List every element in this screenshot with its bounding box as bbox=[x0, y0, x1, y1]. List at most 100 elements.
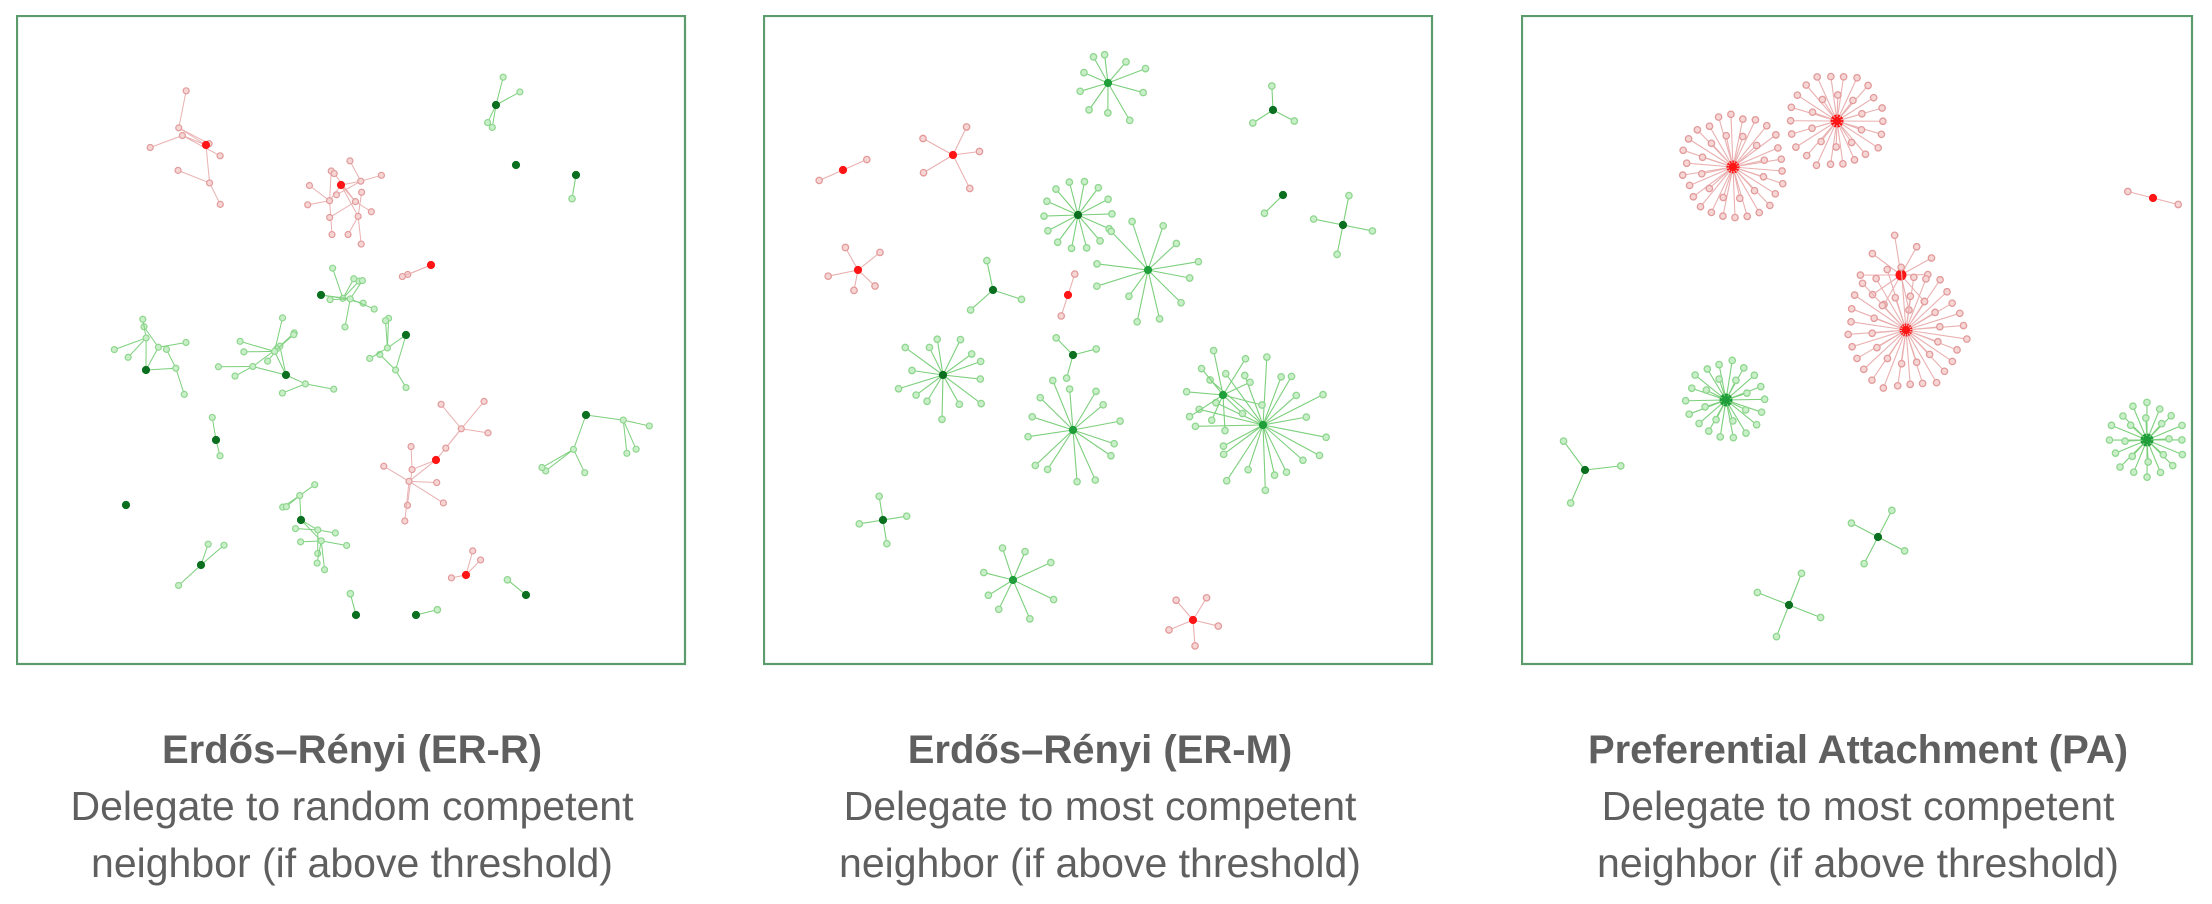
edge bbox=[1147, 225, 1164, 271]
leaf-node bbox=[2159, 450, 2168, 459]
edge bbox=[342, 280, 360, 299]
leaf-node bbox=[1817, 137, 1825, 146]
leaf-node bbox=[2111, 449, 2120, 457]
leaf-node bbox=[1214, 622, 1223, 630]
network-er-r bbox=[16, 15, 687, 666]
leaf-node bbox=[1877, 130, 1886, 139]
edge bbox=[1757, 591, 1790, 606]
leaf-node bbox=[938, 415, 946, 424]
edge bbox=[1070, 214, 1079, 249]
leaf-node bbox=[1696, 202, 1705, 211]
edge bbox=[1262, 424, 1327, 438]
edge bbox=[1881, 305, 1907, 331]
leaf-node bbox=[871, 282, 879, 290]
leaf-node bbox=[1240, 371, 1249, 380]
edge bbox=[952, 150, 980, 156]
hub-node bbox=[1063, 290, 1073, 300]
leaf-node bbox=[1040, 212, 1048, 220]
leaf-node bbox=[1839, 72, 1848, 81]
edge bbox=[922, 138, 954, 156]
edge bbox=[252, 366, 287, 376]
edge bbox=[1262, 424, 1266, 491]
leaf-node bbox=[1025, 615, 1034, 623]
edge bbox=[295, 528, 318, 531]
edge bbox=[274, 317, 284, 352]
leaf-node bbox=[301, 380, 310, 388]
leaf-node bbox=[282, 503, 290, 511]
leaf-node bbox=[1697, 169, 1706, 178]
leaf-node bbox=[569, 445, 578, 454]
leaf-node bbox=[401, 517, 409, 525]
node-cluster bbox=[1678, 110, 1787, 222]
edge bbox=[988, 579, 1014, 596]
node-cluster bbox=[346, 589, 361, 620]
leaf-node bbox=[1742, 429, 1750, 437]
leaf-node bbox=[1315, 451, 1324, 460]
hub-node bbox=[988, 285, 998, 295]
leaf-node bbox=[1687, 384, 1696, 393]
edge bbox=[1905, 301, 1926, 331]
edge bbox=[340, 184, 359, 217]
hub-node bbox=[1832, 116, 1842, 126]
leaf-node bbox=[325, 197, 334, 205]
hub-node bbox=[1873, 532, 1883, 542]
leaf-node bbox=[1888, 506, 1896, 515]
hub-node bbox=[201, 140, 211, 150]
leaf-node bbox=[1172, 596, 1180, 605]
leaf-node bbox=[366, 354, 374, 363]
leaf-node bbox=[1918, 379, 1927, 388]
edge bbox=[350, 298, 375, 310]
leaf-node bbox=[1368, 227, 1377, 235]
edge bbox=[2127, 190, 2154, 199]
leaf-node bbox=[1766, 201, 1774, 210]
leaf-node bbox=[1732, 376, 1740, 385]
caption-pa: Preferential Attachment (PA) Delegate to… bbox=[1506, 722, 2210, 892]
edge bbox=[1901, 329, 1907, 364]
node-cluster bbox=[1024, 376, 1124, 486]
leaf-node bbox=[1219, 442, 1228, 450]
leaf-node bbox=[1808, 108, 1817, 117]
leaf-node bbox=[1566, 499, 1575, 507]
edge bbox=[857, 252, 881, 271]
leaf-node bbox=[1832, 143, 1841, 151]
leaf-node bbox=[1774, 144, 1782, 152]
leaf-node bbox=[901, 343, 910, 352]
hub-node bbox=[336, 180, 346, 190]
leaf-node bbox=[1702, 386, 1711, 394]
hub-node bbox=[1218, 390, 1228, 400]
leaf-node bbox=[1879, 384, 1888, 392]
edge bbox=[1722, 166, 1734, 198]
leaf-node bbox=[1859, 365, 1868, 374]
leaf-node bbox=[1062, 374, 1071, 382]
leaf-node bbox=[331, 529, 339, 537]
edge bbox=[1092, 56, 1109, 84]
leaf-node bbox=[403, 501, 412, 509]
leaf-node bbox=[1036, 393, 1045, 402]
hub-node bbox=[121, 500, 131, 510]
leaf-node bbox=[1906, 292, 1915, 301]
edge bbox=[1072, 429, 1115, 445]
leaf-node bbox=[1719, 193, 1728, 202]
edge bbox=[1104, 54, 1109, 84]
leaf-node bbox=[1948, 357, 1957, 366]
leaf-node bbox=[1752, 420, 1761, 429]
edge bbox=[1110, 231, 1149, 271]
leaf-node bbox=[1869, 93, 1878, 102]
leaf-node bbox=[902, 512, 911, 521]
hub-node bbox=[1188, 615, 1198, 625]
edge bbox=[1047, 429, 1074, 470]
edge bbox=[205, 144, 211, 184]
leaf-node bbox=[1185, 412, 1194, 421]
node-cluster bbox=[1808, 91, 1866, 151]
edge bbox=[1872, 274, 1902, 296]
leaf-node bbox=[320, 566, 329, 574]
edge bbox=[1077, 214, 1101, 242]
leaf-node bbox=[1925, 350, 1934, 359]
hub-node bbox=[281, 370, 291, 380]
leaf-node bbox=[1031, 461, 1040, 470]
leaf-node bbox=[645, 422, 653, 430]
edge bbox=[1201, 368, 1224, 396]
node-cluster bbox=[1868, 292, 1944, 368]
edge bbox=[1072, 404, 1104, 431]
leaf-node bbox=[2174, 200, 2183, 209]
